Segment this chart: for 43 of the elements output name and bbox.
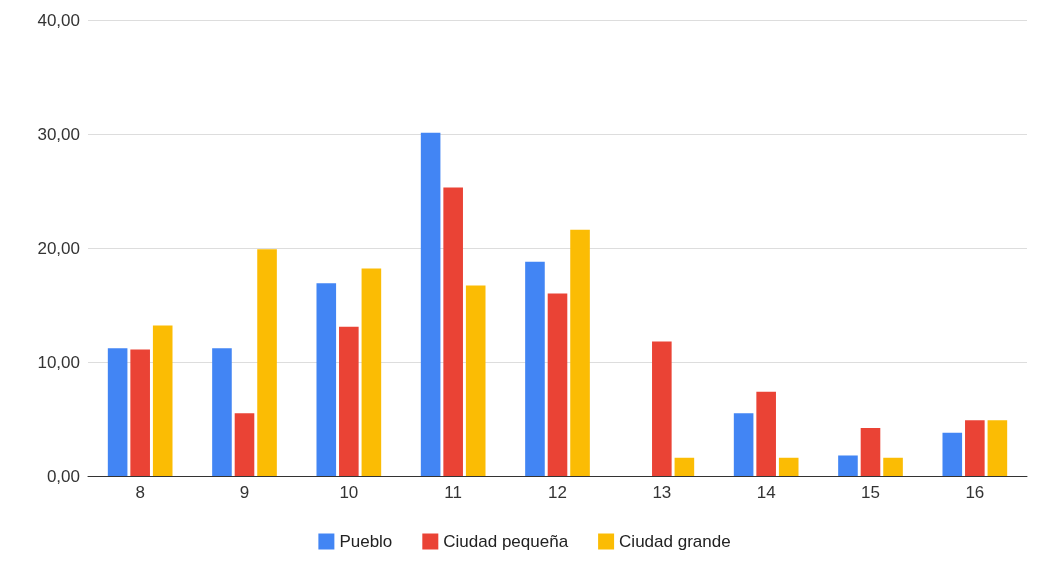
bar	[674, 457, 695, 476]
y-tick-label: 40,00	[37, 10, 80, 30]
x-tick-label: 13	[652, 483, 672, 502]
bar	[257, 249, 277, 476]
x-tick-label: 16	[965, 483, 985, 502]
bar	[465, 285, 486, 476]
bar	[883, 457, 903, 476]
y-tick-label: 10,00	[37, 352, 80, 372]
bar	[778, 457, 799, 476]
y-tick-label: 20,00	[37, 238, 80, 258]
bar	[339, 326, 359, 476]
x-tick-label: 14	[756, 483, 776, 502]
bar	[212, 348, 232, 476]
bar	[361, 268, 382, 476]
y-tick-label: 30,00	[37, 124, 80, 144]
x-tick-label: 9	[239, 483, 250, 502]
bar	[860, 428, 881, 476]
bar	[570, 229, 590, 476]
bar	[652, 341, 672, 476]
bar	[107, 348, 128, 476]
bar	[733, 413, 754, 476]
bar	[316, 283, 337, 476]
bar	[234, 413, 255, 476]
bar	[942, 432, 963, 476]
bar	[130, 349, 150, 476]
legend-label: Ciudad grande	[619, 532, 731, 551]
legend-label: Pueblo	[339, 532, 393, 551]
x-tick-label: 11	[444, 483, 462, 502]
bar	[420, 132, 441, 476]
bar	[525, 261, 545, 476]
bar	[987, 420, 1008, 476]
bar	[152, 325, 173, 476]
x-tick-label: 15	[861, 483, 880, 502]
x-tick-label: 12	[548, 483, 567, 502]
bar	[756, 391, 776, 476]
legend-label: Ciudad pequeña	[443, 532, 569, 551]
bar	[838, 455, 858, 476]
bar	[547, 293, 568, 476]
x-tick-label: 8	[135, 483, 145, 502]
bar	[965, 420, 985, 476]
x-tick-label: 10	[339, 483, 359, 502]
y-tick-label: 0,00	[46, 466, 80, 486]
bar	[443, 187, 463, 476]
